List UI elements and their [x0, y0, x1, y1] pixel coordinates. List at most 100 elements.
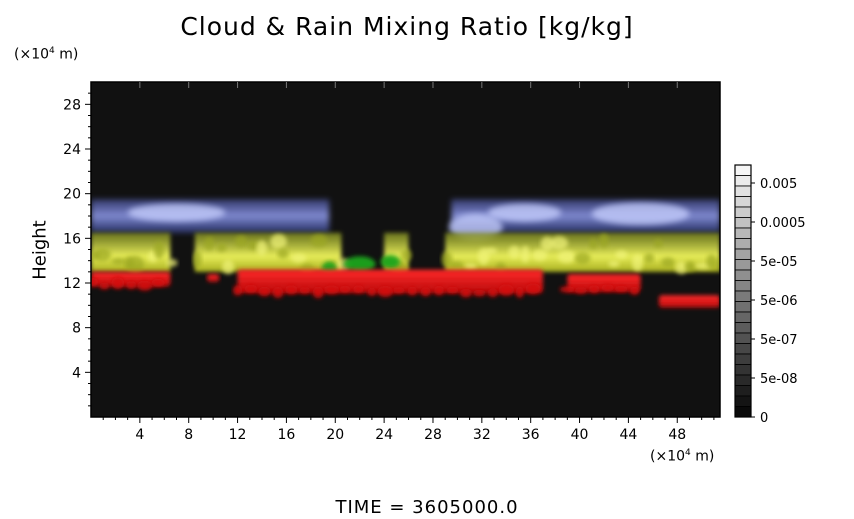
colorbar-cell: [734, 280, 752, 292]
colorbar-cell: [734, 269, 752, 281]
red-blob: [407, 286, 417, 296]
red-blob: [574, 287, 588, 294]
red-blob: [614, 285, 628, 292]
x-tick-label: 36: [522, 427, 540, 443]
red-blob: [515, 286, 524, 298]
yellow-blob: [653, 239, 663, 248]
yellow-blob: [449, 261, 464, 269]
y-unit-label: (×104 m): [14, 46, 79, 63]
yellow-blob: [204, 237, 215, 251]
colorbar-cell: [734, 406, 752, 418]
y-tick-label: 12: [63, 276, 81, 292]
colorbar-cell: [734, 259, 752, 271]
yellow-blob: [277, 248, 289, 259]
y-tick-label: 16: [63, 231, 81, 247]
red-blob: [99, 282, 110, 290]
colorbar-cell: [734, 206, 752, 218]
x-tick-label: 12: [229, 427, 247, 443]
yellow-blob: [675, 261, 688, 275]
colorbar-label: 5e-08: [760, 372, 798, 387]
red-blob: [272, 287, 284, 298]
blue-puff: [487, 203, 562, 222]
yellow-blob: [256, 240, 268, 256]
y-tick-label: 8: [72, 321, 81, 337]
yellow-blob: [216, 243, 227, 252]
yellow-blob: [661, 257, 675, 268]
colorbar-cell: [734, 353, 752, 365]
red-layer-band: [658, 295, 720, 308]
x-tick-label: 8: [184, 427, 193, 443]
colorbar-label: 5e-07: [760, 333, 798, 348]
colorbar-cell: [734, 364, 752, 376]
yellow-blob: [615, 250, 628, 259]
yellow-blob: [166, 258, 178, 267]
blue-puff: [591, 202, 690, 225]
colorbar-label: 0.0005: [760, 216, 806, 231]
chart-title: Cloud & Rain Mixing Ratio [kg/kg]: [180, 12, 634, 41]
red-blob: [151, 278, 166, 287]
red-blob: [630, 286, 639, 295]
x-tick-label: 48: [668, 427, 686, 443]
red-layer-band: [207, 274, 220, 282]
red-blob: [498, 284, 515, 296]
colorbar-frame: [734, 164, 752, 418]
red-blob: [299, 287, 311, 294]
colorbar-cell: [734, 196, 752, 208]
yellow-blob: [441, 251, 453, 268]
yellow-blob: [716, 255, 720, 271]
colorbar-label: 0: [760, 411, 768, 426]
x-tick-label: 40: [571, 427, 589, 443]
red-blob: [353, 285, 364, 293]
colorbar-cell: [734, 248, 752, 260]
y-tick-label: 4: [72, 365, 81, 381]
red-blob: [525, 283, 541, 294]
yellow-blob: [94, 248, 111, 262]
colorbar-cell: [734, 301, 752, 313]
colorbar-label: 0.005: [760, 177, 797, 192]
colorbar-cell: [734, 322, 752, 334]
colorbar-label: 5e-05: [760, 255, 798, 270]
red-blob: [460, 288, 472, 298]
red-blob: [137, 280, 153, 291]
x-tick-label: 32: [473, 427, 491, 443]
yellow-blob: [126, 255, 145, 274]
yellow-blob: [485, 247, 497, 255]
red-blob: [233, 285, 243, 296]
red-blob: [588, 285, 600, 294]
yellow-blob: [111, 257, 126, 265]
x-tick-label: 28: [424, 427, 442, 443]
x-tick-label: 44: [619, 427, 637, 443]
colorbar-cell: [734, 227, 752, 239]
colorbar-cell: [734, 332, 752, 344]
blue-puff: [127, 203, 226, 222]
y-tick-label: 20: [63, 187, 81, 203]
yellow-blob: [644, 253, 655, 264]
yellow-blob: [706, 254, 717, 269]
yellow-blob: [401, 249, 412, 262]
red-blob: [487, 288, 499, 297]
yellow-blob: [608, 260, 620, 267]
red-blob: [111, 277, 125, 290]
red-blob: [559, 286, 575, 293]
red-blob: [367, 287, 377, 297]
colorbar-cell: [734, 290, 752, 302]
red-layer-band: [237, 269, 543, 294]
colorbar-label: 5e-06: [760, 294, 798, 309]
y-tick-label: 24: [63, 142, 81, 158]
x-unit-label: (×104 m): [650, 448, 715, 465]
yellow-blob: [550, 236, 569, 250]
yellow-blob: [192, 250, 202, 268]
colorbar-cell: [734, 311, 752, 323]
red-blob: [323, 285, 340, 295]
yellow-blob: [222, 259, 235, 275]
yellow-blob: [310, 234, 328, 248]
colorbar-cell: [734, 343, 752, 355]
red-blob: [472, 289, 486, 297]
red-blob: [125, 281, 137, 290]
y-tick-label: 28: [63, 97, 81, 113]
yellow-blob: [684, 261, 696, 272]
red-blob: [601, 284, 615, 292]
yellow-blob: [540, 236, 554, 252]
yellow-blob: [574, 252, 591, 265]
